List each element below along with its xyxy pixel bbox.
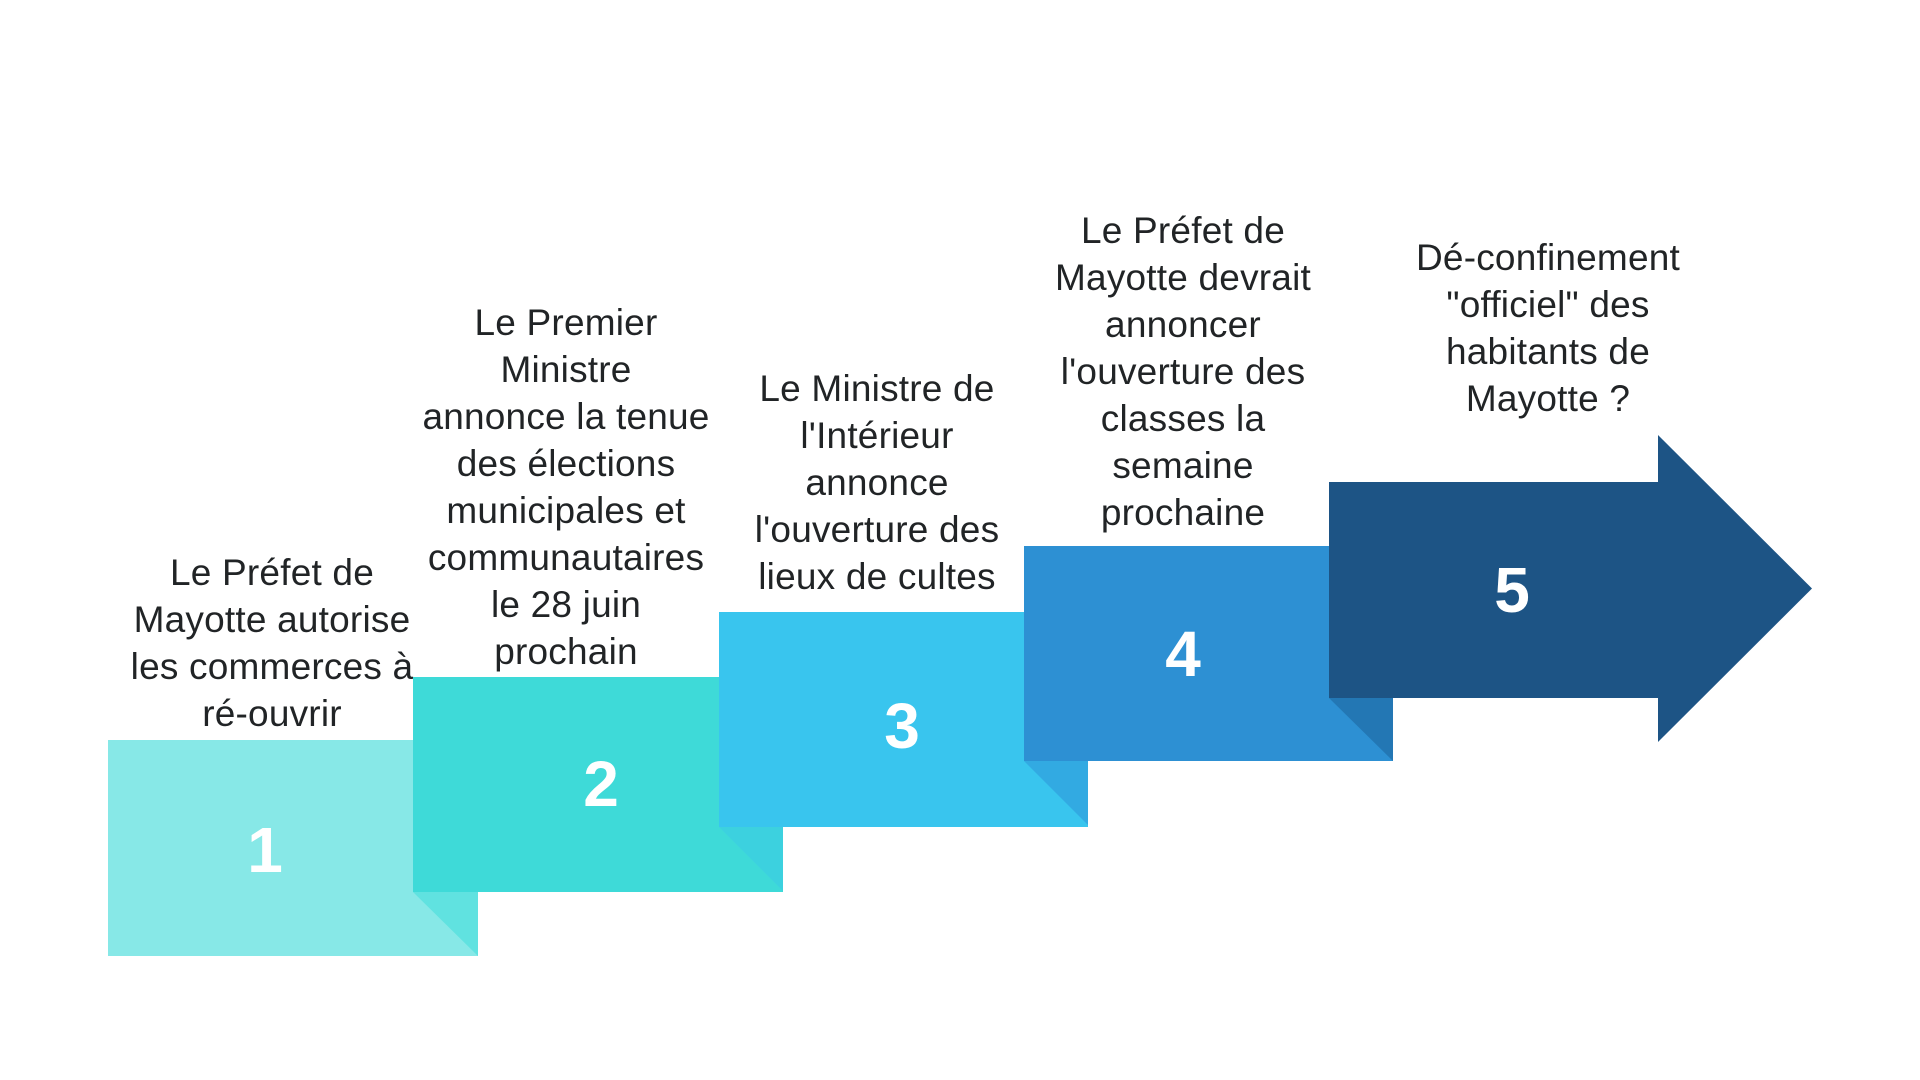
step-3-number: 3 <box>884 690 920 762</box>
step-5-number: 5 <box>1494 554 1530 626</box>
arrow-head-icon <box>1658 435 1812 742</box>
step-1-number: 1 <box>247 814 283 886</box>
step-5-caption: Dé-confinement "officiel" des habitants … <box>1416 237 1680 419</box>
step-4-caption: Le Préfet de Mayotte devrait annoncer l'… <box>1055 210 1311 533</box>
step-2-caption: Le Premier Ministre annonce la tenue des… <box>422 302 710 672</box>
step-2-number: 2 <box>583 748 619 820</box>
step-5-arrow-body <box>1329 482 1658 698</box>
step-3-caption: Le Ministre de l'Intérieur annonce l'ouv… <box>754 368 1000 597</box>
step-1-caption: Le Préfet de Mayotte autorise les commer… <box>130 552 414 734</box>
step-4-number: 4 <box>1165 618 1201 690</box>
